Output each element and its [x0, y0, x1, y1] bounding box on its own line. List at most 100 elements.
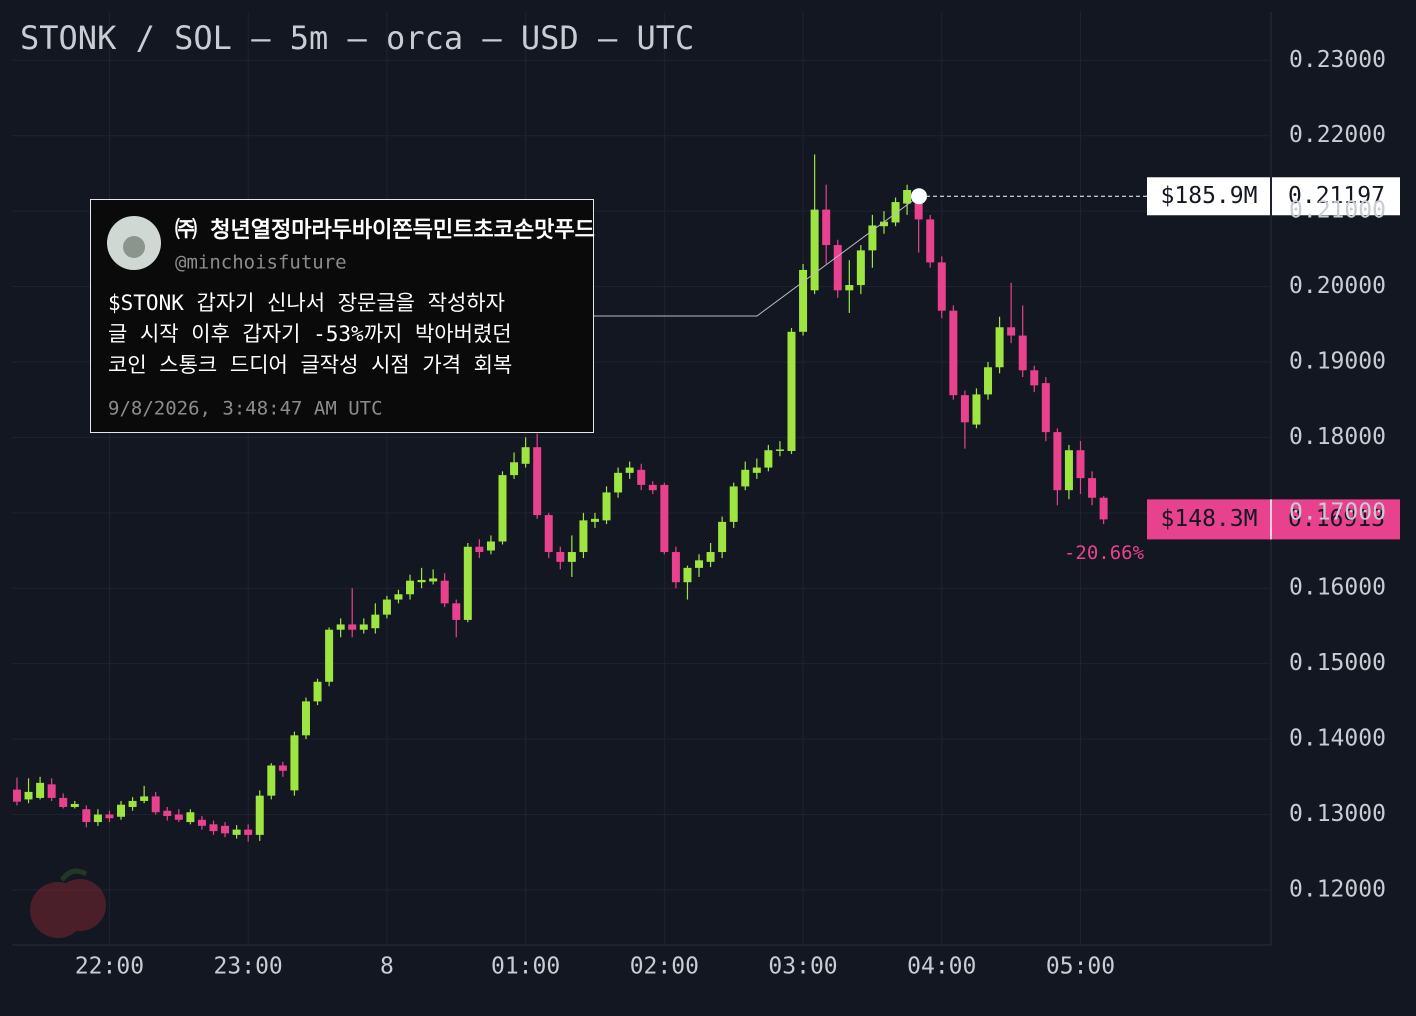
candle-body — [544, 515, 553, 553]
candle-body — [914, 194, 923, 220]
candle-body — [47, 784, 56, 798]
candle-body — [695, 560, 704, 568]
candle-body — [683, 567, 692, 583]
candle-body — [267, 765, 276, 796]
y-tick-label: 0.15000 — [1289, 650, 1386, 676]
candle-body — [671, 552, 680, 583]
price-label: 0.16913 — [1288, 506, 1385, 532]
candle-body — [741, 469, 750, 487]
y-tick-label: 0.23000 — [1289, 47, 1386, 73]
market-cap-label: $148.3M — [1161, 506, 1258, 532]
candle-body — [1053, 432, 1062, 491]
candle-body — [648, 484, 657, 491]
candle-body — [1099, 497, 1108, 520]
candle-body — [1088, 478, 1097, 498]
candle-body — [995, 327, 1004, 368]
candle-body — [382, 599, 391, 615]
candle-body — [278, 765, 287, 771]
last-price-box — [1147, 499, 1400, 540]
candle-body — [128, 800, 137, 807]
x-tick-label: 8 — [380, 954, 394, 980]
candle-body — [960, 395, 969, 423]
candle-body — [232, 829, 241, 835]
x-tick-label: 05:00 — [1046, 954, 1115, 980]
price-labels: $185.9M 0.21197 $148.3M 0.16913 -20.66% — [911, 177, 1400, 564]
candle-body — [12, 789, 21, 802]
candle-body — [937, 262, 946, 311]
annotation-box — [90, 199, 594, 433]
candle-body — [440, 580, 449, 604]
candle-body — [313, 681, 322, 702]
candle-body — [371, 614, 380, 629]
candle-body — [429, 578, 438, 582]
candle-body — [105, 814, 114, 819]
candle-body — [926, 219, 935, 263]
y-tick-label: 0.14000 — [1289, 726, 1386, 752]
candle-body — [70, 803, 79, 807]
candle-body — [984, 367, 993, 395]
candle-body — [637, 469, 646, 485]
candle-body — [556, 552, 565, 562]
candle-body — [706, 552, 715, 562]
post-text: 코인 스통크 드디어 글작성 시점 가격 회복 — [108, 353, 512, 377]
candle-body — [24, 791, 33, 800]
candle-body — [82, 809, 91, 823]
candle-body — [752, 467, 761, 473]
label-box — [1272, 177, 1400, 216]
candle-body — [406, 580, 415, 595]
candle-body — [533, 447, 542, 516]
y-tick-label: 0.16000 — [1289, 575, 1386, 601]
candle-body — [186, 812, 195, 823]
candle-body — [475, 546, 484, 553]
candle-body — [579, 520, 588, 553]
candle-body — [498, 475, 507, 542]
y-tick-label: 0.22000 — [1289, 122, 1386, 148]
y-tick-label: 0.13000 — [1289, 801, 1386, 827]
candle-body — [486, 541, 495, 551]
candle-body — [822, 209, 831, 246]
watermark — [30, 868, 106, 938]
candle-body — [244, 829, 253, 835]
candle-body — [972, 394, 981, 425]
y-tick-label: 0.20000 — [1289, 273, 1386, 299]
candle-body — [336, 624, 345, 630]
candle-body — [221, 825, 230, 834]
y-tick-label: 0.19000 — [1289, 348, 1386, 374]
candles — [12, 154, 1108, 842]
candle-body — [290, 735, 299, 791]
candle-body — [140, 796, 149, 801]
candle-body — [359, 624, 368, 630]
candle-body — [891, 202, 900, 223]
label-box — [1147, 177, 1270, 216]
candle-body — [775, 449, 784, 451]
y-tick-label: 0.21000 — [1289, 198, 1386, 224]
candle-body — [729, 486, 738, 522]
candle-body — [949, 310, 958, 396]
candle-body — [174, 814, 183, 820]
post-text: 글 시작 이후 갑자기 -53%까지 박아버렸던 — [108, 322, 512, 346]
chart-title: STONK / SOL — 5m — orca — USD — UTC — [20, 19, 694, 57]
candle-body — [660, 484, 669, 553]
candle-body — [521, 447, 530, 464]
candle-body — [1007, 327, 1016, 336]
y-tick-label: 0.18000 — [1289, 424, 1386, 450]
candle-body — [394, 594, 403, 600]
candle-body — [255, 795, 264, 835]
candle-body — [718, 521, 727, 553]
candle-body — [567, 552, 576, 562]
y-tick-label: 0.17000 — [1289, 499, 1386, 525]
author-name: ㈜ 청년열정마라두바이쫀득민트초코손맛푸드 — [175, 218, 595, 243]
candle-body — [1076, 450, 1085, 479]
candle-body — [833, 245, 842, 291]
x-tick-label: 03:00 — [768, 954, 837, 980]
candle-body — [463, 546, 472, 620]
candle-body — [799, 269, 808, 332]
candle-body — [787, 331, 796, 451]
y-tick-label: 0.12000 — [1289, 876, 1386, 902]
price-label: 0.21197 — [1288, 183, 1385, 209]
candle-body — [163, 810, 172, 817]
candle-body — [1064, 450, 1073, 491]
avatar-detail — [123, 236, 145, 258]
author-handle: @minchoisfuture — [175, 252, 347, 274]
